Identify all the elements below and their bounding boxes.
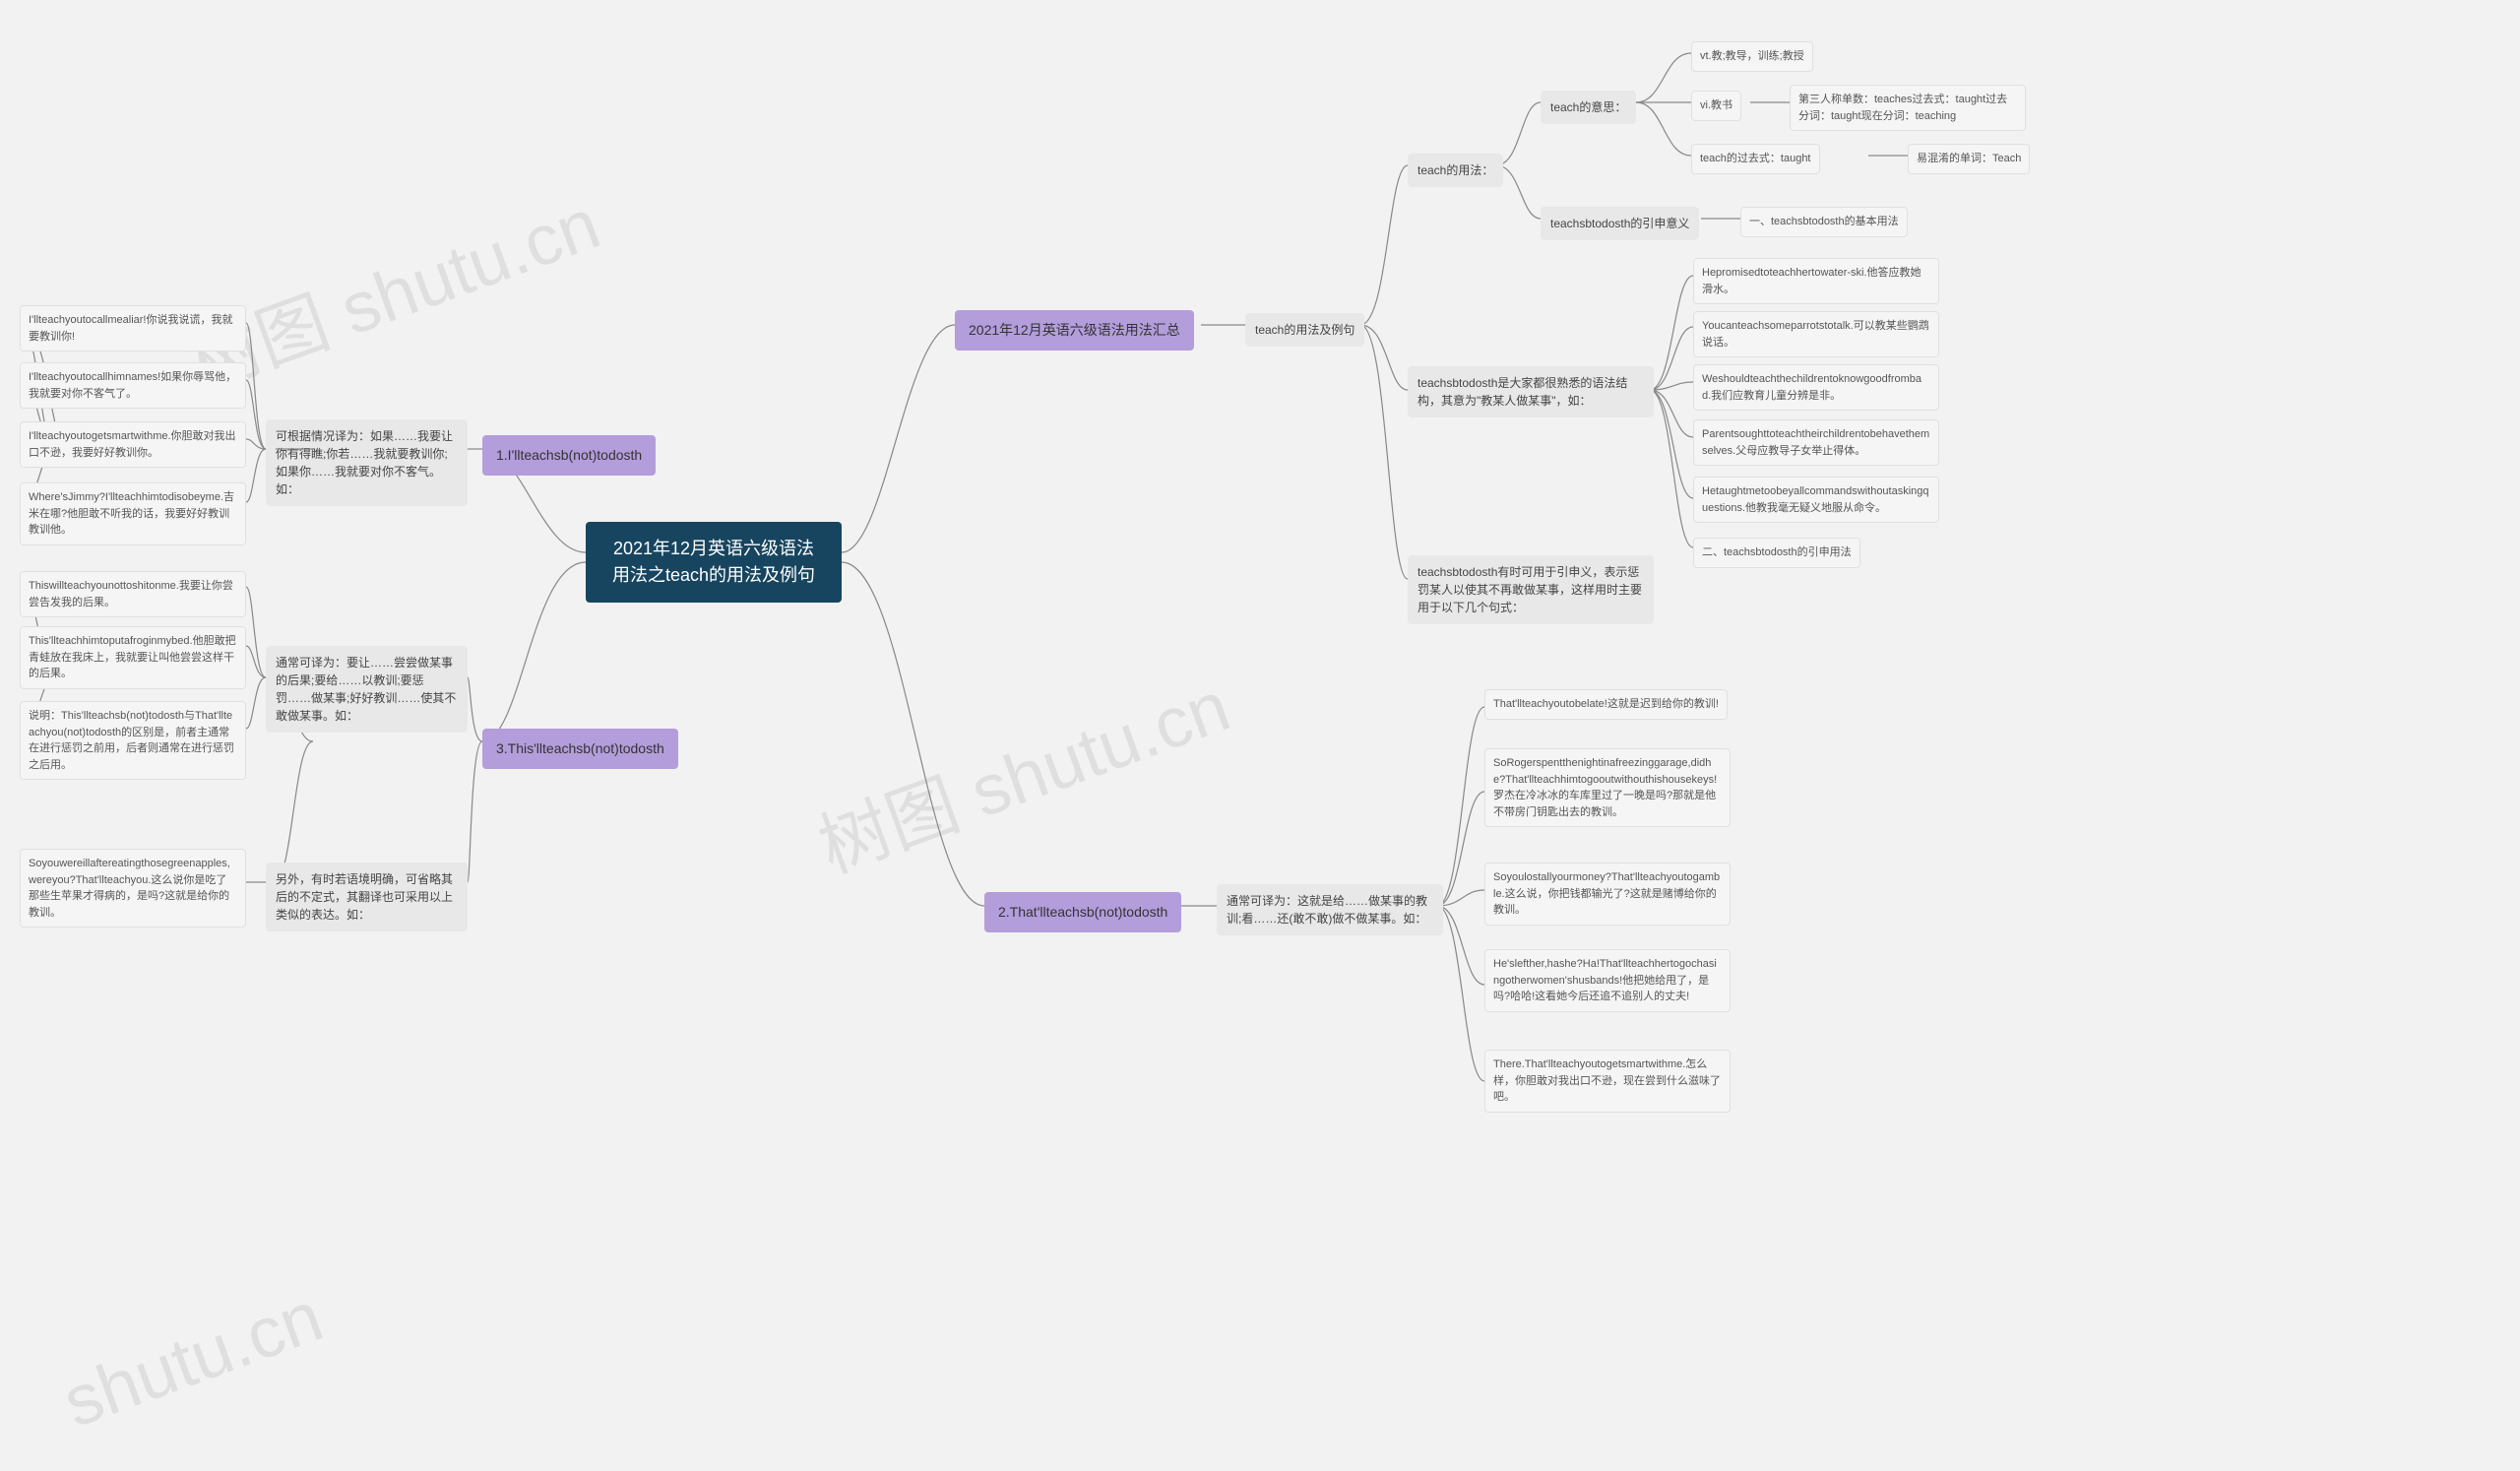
node-l3-ex2: This'llteachhimtoputafroginmybed.他胆敢把青蛙放… — [20, 626, 246, 689]
node-l3-ex4: Soyouwereillaftereatingthosegreenapples,… — [20, 849, 246, 927]
node-confuse: 易混淆的单词：Teach — [1908, 144, 2030, 174]
node-l1-ex3: I'llteachyoutogetsmartwithme.你胆敢对我出口不逊，我… — [20, 421, 246, 468]
node-yinshen-text: teachsbtodosth有时可用于引申义，表示惩罚某人以使其不再敢做某事，这… — [1408, 555, 1654, 624]
node-r2-ex5: There.That'llteachyoutogetsmartwithme.怎么… — [1484, 1050, 1731, 1113]
node-r2-ex3: Soyoulostallyourmoney?That'llteachyoutog… — [1484, 863, 1731, 926]
node-r2-desc: 通常可译为：这就是给……做某事的教训;看……还(敢不敢)做不做某事。如： — [1217, 884, 1443, 935]
node-l1-ex4: Where'sJimmy?I'llteachhimtodisobeyme.吉米在… — [20, 482, 246, 545]
root-node: 2021年12月英语六级语法 用法之teach的用法及例句 — [586, 522, 842, 603]
node-ex4: Parentsoughttoteachtheirchildrentobehave… — [1693, 419, 1939, 466]
watermark: shutu.cn — [53, 1276, 333, 1443]
node-l3-desc2: 另外，有时若语境明确，可省略其后的不定式，其翻译也可采用以上类似的表达。如： — [266, 863, 468, 931]
node-yinshen2: 二、teachsbtodosth的引申用法 — [1693, 538, 1860, 568]
watermark: 树图 shutu.cn — [802, 649, 1241, 893]
node-yinshen: teachsbtodosth的引申意义 — [1541, 207, 1699, 240]
node-r2-ex1: That'llteachyoutobelate!这就是迟到给你的教训! — [1484, 689, 1728, 720]
node-yongfa: teach的用法： — [1408, 154, 1503, 187]
node-ex5: Hetaughtmetoobeyallcommandswithoutasking… — [1693, 477, 1939, 523]
node-r1[interactable]: 2021年12月英语六级语法用法汇总 — [955, 310, 1194, 351]
node-l3-ex3: 说明：This'llteachsb(not)todosth与That'lltea… — [20, 701, 246, 780]
node-vi: vi.教书 — [1691, 91, 1741, 121]
node-l1-desc: 可根据情况译为：如果……我要让你有得瞧;你若……我就要教训你;如果你……我就要对… — [266, 419, 468, 506]
connector-layer — [0, 0, 2520, 1471]
node-l1-ex2: I'llteachyoutocallhimnames!如果你辱骂他，我就要对你不… — [20, 362, 246, 409]
node-l1-ex1b: I'llteachyoutocallmealiar!你说我说谎，我就要教训你! — [20, 305, 246, 352]
node-l3[interactable]: 3.This'llteachsb(not)todosth — [482, 729, 678, 769]
node-r2-ex4: He'slefther,hashe?Ha!That'llteachhertogo… — [1484, 949, 1731, 1012]
root-line1: 2021年12月英语六级语法 — [603, 536, 824, 562]
node-yisi: teach的意思： — [1541, 91, 1636, 124]
node-r1a: teach的用法及例句 — [1245, 313, 1364, 347]
left-connectors — [0, 0, 2520, 1471]
node-l3-ex1: Thiswillteachyounottoshitonme.我要让你尝尝告发我的… — [20, 571, 246, 617]
node-ex1: Hepromisedtoteachhertowater-ski.他答应教她滑水。 — [1693, 258, 1939, 304]
left-connectors-2 — [0, 0, 2520, 1471]
node-past: teach的过去式：taught — [1691, 144, 1820, 174]
node-ex3: Weshouldteachthechildrentoknowgoodfromba… — [1693, 364, 1939, 411]
node-r2[interactable]: 2.That'llteachsb(not)todosth — [984, 892, 1181, 932]
node-vt: vt.教;教导，训练;教授 — [1691, 41, 1813, 72]
root-left-conn — [0, 0, 2520, 1471]
node-r2-ex2: SoRogerspentthenightinafreezinggarage,di… — [1484, 748, 1731, 827]
node-l1[interactable]: 1.I'llteachsb(not)todosth — [482, 435, 656, 476]
root-line2: 用法之teach的用法及例句 — [603, 562, 824, 589]
node-ex2: Youcanteachsomeparrotstotalk.可以教某些鹦鹉说话。 — [1693, 311, 1939, 357]
node-struct: teachsbtodosth是大家都很熟悉的语法结构，其意为"教某人做某事"，如… — [1408, 366, 1654, 417]
node-vi-detail: 第三人称单数：teaches过去式：taught过去分词：taught现在分词：… — [1790, 85, 2026, 131]
node-jiben: 一、teachsbtodosth的基本用法 — [1740, 207, 1908, 237]
node-l3-desc: 通常可译为：要让……尝尝做某事的后果;要给……以教训;要惩罚……做某事;好好教训… — [266, 646, 468, 733]
